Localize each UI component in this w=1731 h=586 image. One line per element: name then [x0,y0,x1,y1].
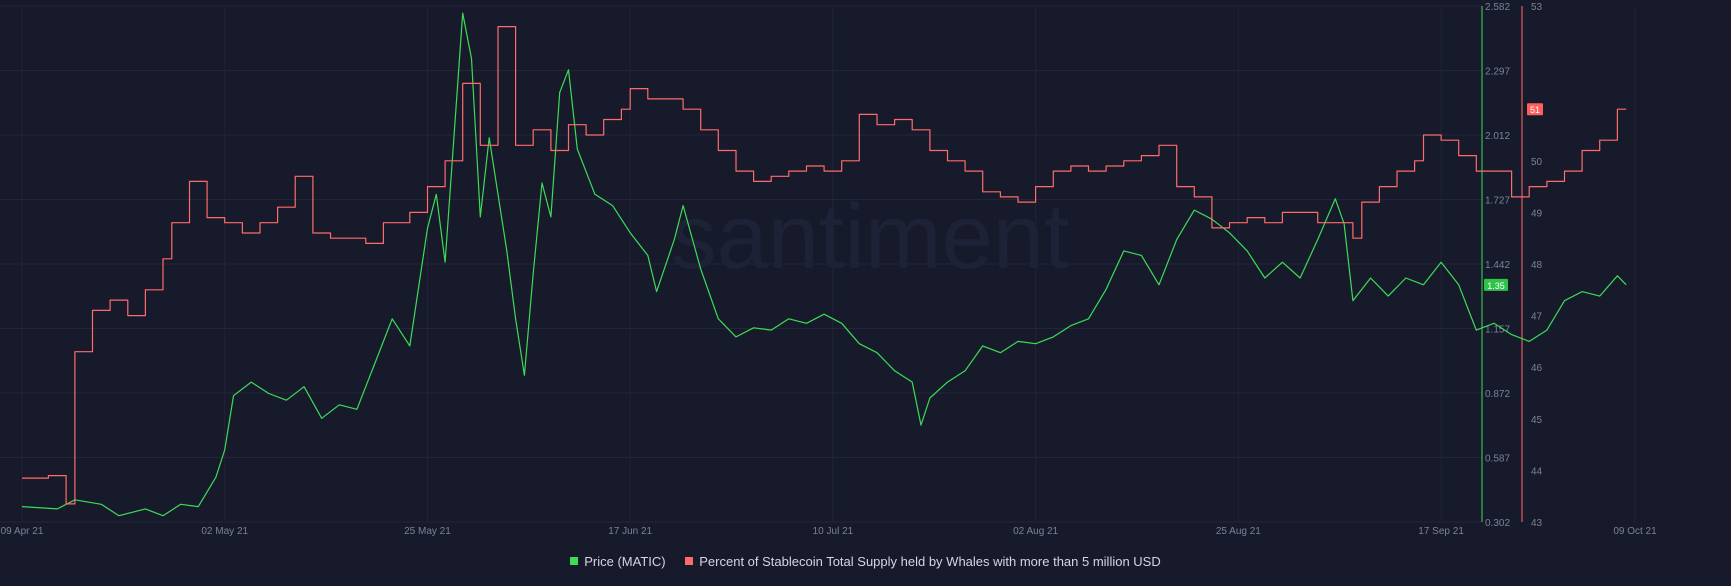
x-tick-label: 25 Aug 21 [1216,526,1261,537]
x-tick-label: 17 Sep 21 [1418,526,1464,537]
price-axis-tick-label: 1.442 [1485,260,1510,271]
price-value-badge-text: 1.35 [1487,281,1505,291]
price-axis-tick-label: 1.157 [1485,325,1510,336]
price-axis-tick-label: 2.297 [1485,67,1510,78]
percent-axis-tick-label: 44 [1531,466,1543,477]
x-tick-label: 02 May 21 [201,526,248,537]
percent-series-line [22,26,1627,505]
percent-axis-tick-label: 47 [1531,312,1543,323]
x-tick-label: 09 Apr 21 [1,526,44,537]
legend: Price (MATIC) Percent of Stablecoin Tota… [0,553,1731,569]
grid [0,5,1636,523]
legend-label-price: Price (MATIC) [584,553,666,569]
legend-swatch-percent [685,557,694,565]
price-axis-tick-label: 1.727 [1485,196,1510,207]
price-axis-tick-label: 2.582 [1485,2,1510,13]
legend-item-price[interactable]: Price (MATIC) [570,553,666,569]
percent-axis-tick-label: 46 [1531,363,1543,374]
x-tick-label: 25 May 21 [404,526,451,537]
price-axis-tick-label: 0.587 [1485,454,1510,465]
x-tick-label: 17 Jun 21 [608,526,652,537]
x-tick-label: 10 Jul 21 [813,526,854,537]
price-series-line [21,12,1627,517]
watermark: santiment [671,186,1070,288]
legend-label-percent: Percent of Stablecoin Total Supply held … [699,553,1161,569]
percent-axis-tick-label: 48 [1531,260,1543,271]
price-axis-tick-label: 2.012 [1485,131,1510,142]
value-badges: 1.35 51 [1484,103,1543,291]
percent-value-badge [1527,103,1543,116]
percent-axis-tick-label: 50 [1531,157,1543,168]
price-axis-tick-label: 0.872 [1485,389,1510,400]
percent-value-badge-text: 51 [1530,105,1540,115]
x-tick-label: 02 Aug 21 [1013,526,1058,537]
price-value-badge [1484,278,1508,291]
series-group [21,12,1627,517]
percent-axis-tick-label: 49 [1531,208,1543,219]
percent-axis-tick-label: 53 [1531,2,1543,13]
legend-item-percent[interactable]: Percent of Stablecoin Total Supply held … [685,554,1161,569]
x-tick-label: 09 Oct 21 [1613,526,1657,537]
axes: 09 Apr 21 02 May 21 25 May 21 17 Jun 21 10 J… [1,2,1658,537]
price-axis-tick-label: 0.302 [1485,518,1510,529]
percent-axis-tick-label: 45 [1531,415,1543,426]
legend-swatch-price [570,557,579,565]
percent-axis-tick-label: 43 [1531,518,1543,529]
